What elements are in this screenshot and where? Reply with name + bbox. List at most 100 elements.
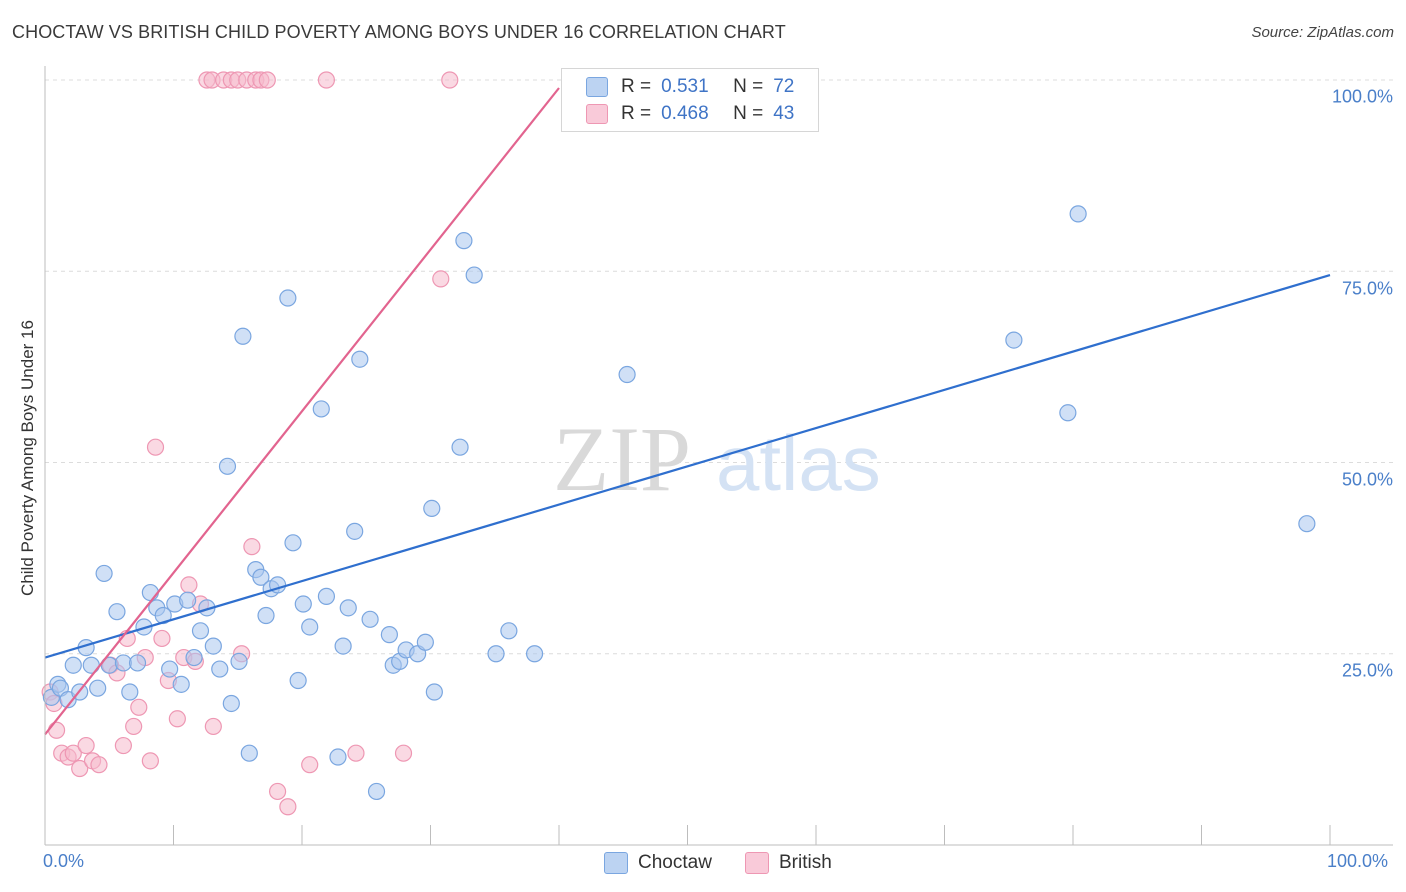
british-point [47,721,66,739]
choctaw-point [141,583,159,602]
bottom-legend-choctaw: Choctaw [604,852,712,874]
british-point [432,270,450,288]
choctaw-point [351,350,369,368]
british-point [317,71,336,89]
y-tick-label: 75.0% [1341,278,1393,299]
choctaw-point [1069,205,1087,223]
british-swatch [745,852,769,874]
choctaw-swatch [604,852,628,874]
choctaw-point [211,660,229,678]
british-point [301,756,319,774]
choctaw-point [240,744,258,762]
choctaw-point [284,534,302,552]
y-tick-label: 100.0% [1331,86,1393,107]
n-label: N = [733,76,764,97]
legend-label-british: British [779,852,832,873]
source-label: Source: ZipAtlas.com [1251,24,1394,41]
choctaw-point [179,591,197,609]
legend-row-choctaw: R = 0.531 N = 72 [586,75,794,99]
n-value: 72 [773,76,795,97]
choctaw-point [455,232,473,250]
choctaw-point [218,457,237,475]
choctaw-point [1298,515,1316,533]
choctaw-point [500,622,518,640]
choctaw-point [161,660,179,678]
bottom-legend-british: British [745,852,832,874]
british-point [394,744,413,762]
choctaw-point [128,654,147,672]
british-point [279,798,297,816]
choctaw-point [257,606,275,625]
british-point [130,698,148,716]
british-point [168,710,186,728]
british-swatch [586,104,608,124]
choctaw-swatch [586,77,608,97]
choctaw-point [185,648,203,667]
choctaw-point [1059,404,1077,422]
british-point [125,717,143,736]
choctaw-point [346,522,364,540]
british-point [441,71,459,89]
watermark-zip: ZIP [553,408,691,510]
choctaw-point [289,671,307,690]
y-tick-label: 25.0% [1341,660,1393,681]
x-tick-label: 100.0% [1327,851,1389,871]
choctaw-point [191,622,210,640]
choctaw-point [361,610,379,628]
british-point [258,71,276,89]
choctaw-point [204,637,222,655]
choctaw-point [312,400,330,418]
choctaw-point [317,587,336,605]
choctaw-point [64,656,82,674]
choctaw-point [451,438,469,456]
choctaw-point [301,618,319,636]
choctaw-point [618,365,636,384]
british-point [71,759,89,778]
n-value: 43 [773,103,795,124]
british-point [90,756,108,774]
british-point [141,752,159,770]
choctaw-point [89,679,107,697]
british-point [153,629,171,648]
choctaw-point [339,599,357,617]
british-point [146,438,165,456]
choctaw-point [416,633,434,651]
choctaw-point [380,626,398,644]
british-point [114,736,132,755]
choctaw-point [329,748,347,766]
choctaw-point [222,694,240,713]
choctaw-point [279,289,297,307]
choctaw-point [95,564,113,583]
choctaw-point [1005,331,1023,349]
choctaw-point [334,637,352,655]
legend-label-choctaw: Choctaw [638,852,712,873]
british-point [268,782,287,801]
choctaw-point [234,327,252,345]
choctaw-point [294,595,312,613]
british-point [180,576,198,594]
british-point [64,744,82,762]
stats-legend: R = 0.531 N = 72 R = 0.468 N = 43 [561,68,819,132]
choctaw-point [252,568,270,586]
r-label: R = [621,76,652,97]
x-tick-label: 0.0% [43,851,85,871]
choctaw-point [108,603,126,621]
y-tick-label: 50.0% [1341,469,1393,490]
british-trendline [44,87,560,736]
r-label: R = [621,103,652,124]
choctaw-point [425,683,443,701]
british-point [204,717,222,736]
r-value: 0.468 [661,103,709,124]
r-value: 0.531 [661,76,709,97]
choctaw-point [423,499,441,517]
british-point [77,736,95,755]
legend-row-british: R = 0.468 N = 43 [586,102,794,126]
n-label: N = [733,103,764,124]
british-point [347,744,365,762]
choctaw-point [525,645,544,663]
british-point [243,538,261,556]
choctaw-trendline [44,274,1331,659]
choctaw-point [487,645,505,663]
choctaw-point [172,675,190,693]
